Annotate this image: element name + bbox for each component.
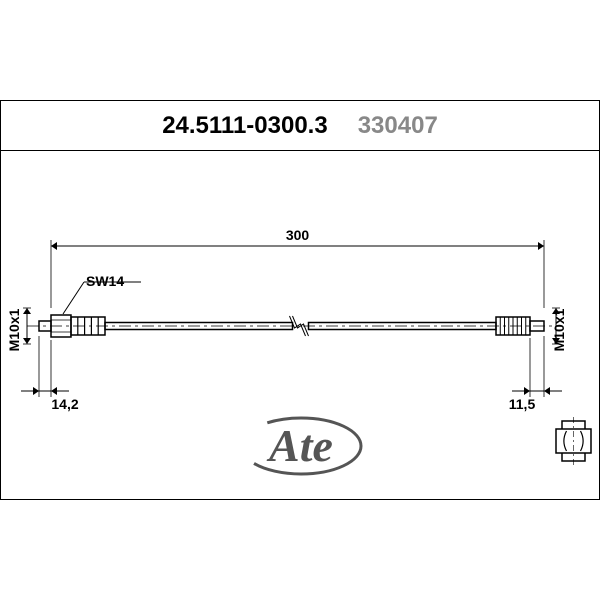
svg-text:Ate: Ate [266, 420, 333, 471]
svg-text:300: 300 [286, 227, 310, 243]
drawing-svg: 300 SW14 14,2 11,5 M10x1 M10x1 Ate [1, 151, 599, 499]
svg-text:M10x1: M10x1 [6, 308, 22, 351]
technical-drawing: 300 SW14 14,2 11,5 M10x1 M10x1 Ate [1, 151, 599, 499]
title-box: 24.5111-0300.3 330407 [1, 101, 599, 151]
svg-text:14,2: 14,2 [51, 396, 78, 412]
svg-text:11,5: 11,5 [509, 396, 536, 412]
part-code: 330407 [358, 112, 438, 140]
svg-text:SW14: SW14 [86, 273, 124, 289]
part-number: 24.5111-0300.3 [162, 112, 328, 140]
drawing-frame: 24.5111-0300.3 330407 300 SW14 14,2 11,5 M10… [0, 100, 600, 500]
svg-text:M10x1: M10x1 [551, 308, 567, 351]
